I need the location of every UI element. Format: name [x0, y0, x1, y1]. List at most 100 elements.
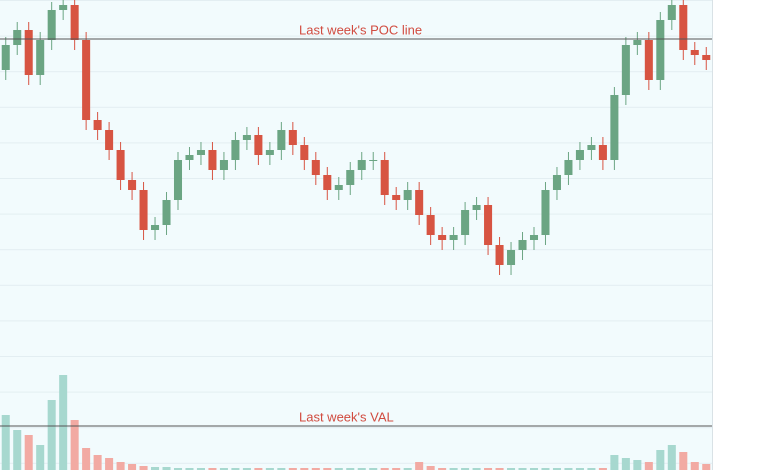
volume-bar: [484, 468, 493, 470]
volume-bar: [82, 448, 91, 470]
candle-body: [231, 140, 240, 160]
volume-bar: [667, 445, 676, 470]
candle-body: [116, 150, 125, 180]
candle-body: [484, 205, 493, 245]
candle-body: [334, 185, 343, 190]
volume-bar: [633, 460, 642, 470]
candle-body: [185, 155, 194, 160]
volume-bar: [173, 468, 183, 470]
volume-bar: [507, 468, 516, 470]
candle-body: [128, 180, 137, 190]
candle-body: [13, 30, 22, 45]
volume-bar: [472, 468, 481, 470]
volume-bar: [644, 462, 653, 470]
candle-layer: [1, 0, 711, 275]
candle-body: [24, 30, 33, 75]
volume-bar: [621, 458, 630, 470]
volume-bar: [105, 458, 114, 470]
volume-bar: [438, 468, 447, 470]
candle-body: [438, 235, 447, 240]
volume-bar: [1, 415, 10, 470]
candle-body: [575, 150, 584, 160]
volume-bar: [265, 468, 274, 470]
volume-bar: [575, 468, 584, 470]
candle-body: [196, 150, 205, 155]
candle-body: [1, 45, 10, 70]
candle-body: [426, 215, 435, 235]
candle-body: [610, 95, 619, 160]
candle-body: [265, 150, 274, 155]
candle-body: [36, 40, 45, 75]
candle-body: [518, 240, 527, 250]
volume-bar: [587, 468, 596, 470]
candle-body: [449, 235, 458, 240]
volume-bar: [541, 468, 550, 470]
candle-body: [541, 190, 550, 235]
volume-bar: [139, 466, 148, 470]
candle-body: [644, 40, 653, 80]
candle-body: [587, 145, 596, 150]
reference-label: Last week's POC line: [299, 22, 422, 37]
candle-body: [702, 55, 711, 60]
candle-body: [529, 235, 539, 240]
candle-body: [139, 190, 148, 230]
volume-bar: [116, 462, 125, 470]
volume-bar: [300, 468, 309, 470]
volume-bar: [461, 468, 470, 470]
candle-body: [690, 50, 699, 55]
candle-body: [369, 160, 378, 161]
volume-bar: [518, 468, 527, 470]
volume-bar: [392, 468, 401, 470]
volume-bar: [196, 468, 205, 470]
candle-body: [208, 150, 217, 170]
candle-body: [254, 135, 263, 155]
volume-bar: [277, 468, 286, 470]
candle-body: [162, 200, 171, 225]
candle-body: [507, 250, 516, 265]
volume-bar: [128, 464, 137, 470]
candle-body: [311, 160, 320, 175]
volume-bar: [334, 468, 343, 470]
candle-body: [380, 160, 389, 195]
volume-bar: [690, 462, 699, 470]
volume-bar: [380, 468, 389, 470]
candle-body: [472, 205, 481, 210]
candle-body: [242, 135, 251, 140]
candle-body: [173, 160, 183, 200]
candle-body: [403, 190, 412, 200]
volume-bar: [369, 468, 378, 470]
volume-bar: [656, 450, 665, 470]
volume-bar: [449, 468, 458, 470]
volume-bar: [564, 468, 573, 470]
volume-bar: [323, 468, 332, 470]
volume-bar: [24, 435, 33, 470]
volume-bar: [231, 468, 240, 470]
volume-bar: [219, 468, 228, 470]
candle-body: [621, 45, 630, 95]
volume-bar: [13, 430, 22, 470]
volume-bar: [529, 468, 539, 470]
candle-body: [564, 160, 573, 175]
volume-bar: [47, 400, 56, 470]
candle-body: [82, 40, 91, 120]
candle-body: [461, 210, 470, 235]
volume-bar: [254, 468, 263, 470]
candle-body: [346, 170, 355, 185]
volume-bar: [495, 468, 504, 470]
volume-bar: [610, 455, 619, 470]
volume-bar: [311, 468, 320, 470]
plot-grid: [0, 0, 712, 470]
volume-bar: [415, 462, 424, 470]
volume-bar: [151, 467, 160, 470]
overlay-layer: Last week's POC line Last week's VAL: [0, 22, 712, 427]
candle-body: [392, 195, 401, 200]
candle-body: [277, 130, 286, 150]
reference-label: Last week's VAL: [299, 409, 394, 424]
volume-bar: [357, 468, 366, 470]
volume-bar: [679, 452, 688, 470]
candle-body: [633, 40, 642, 45]
volume-bar: [426, 466, 435, 470]
volume-bar: [242, 468, 251, 470]
volume-bar: [702, 464, 711, 470]
